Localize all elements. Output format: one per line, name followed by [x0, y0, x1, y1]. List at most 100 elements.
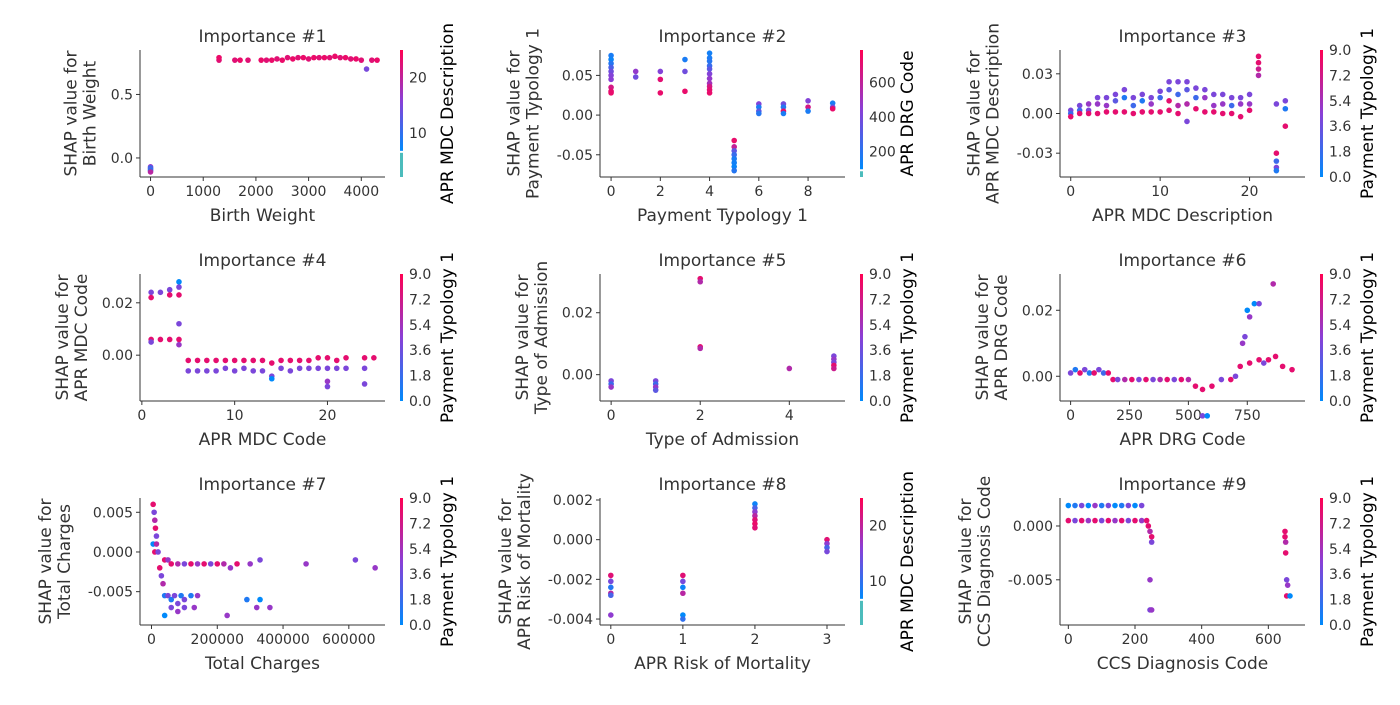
- x-tick-label: 2: [656, 184, 665, 200]
- y-tick-label: -0.03: [1017, 146, 1053, 162]
- scatter-point: [303, 561, 309, 567]
- scatter-point: [157, 336, 164, 343]
- x-tick-label: 600000: [322, 632, 375, 648]
- scatter-point: [608, 384, 614, 390]
- scatter-point: [697, 278, 704, 285]
- colorbar: [400, 498, 403, 625]
- scatter-point: [156, 565, 163, 571]
- y-tick-label: 0.000: [1013, 519, 1053, 535]
- scatter-point: [324, 378, 331, 385]
- y-axis-label-line: Type of Admission: [532, 261, 552, 415]
- scatter-point: [680, 612, 686, 618]
- scatter-point: [824, 536, 830, 543]
- scatter-points: [608, 50, 836, 174]
- scatter-point: [1121, 94, 1128, 101]
- subplot-title: Importance #6: [1119, 251, 1247, 271]
- scatter-point: [1121, 86, 1128, 93]
- colorbar-label: APR DRG Code: [898, 50, 918, 176]
- scatter-points: [1065, 502, 1293, 613]
- scatter-point: [216, 54, 222, 61]
- scatter-point: [333, 365, 340, 372]
- scatter-point: [204, 357, 210, 364]
- x-axis-label: Type of Admission: [645, 430, 799, 450]
- scatter-point: [1148, 101, 1155, 107]
- scatter-point: [1145, 523, 1152, 529]
- scatter-point: [1078, 502, 1085, 509]
- scatter-point: [247, 561, 253, 567]
- scatter-point: [657, 90, 664, 96]
- scatter-point: [1121, 376, 1128, 383]
- scatter-point: [608, 592, 614, 599]
- y-axis-label-line: SHAP value for: [505, 50, 525, 176]
- scatter-point: [1130, 94, 1137, 101]
- scatter-point: [1072, 502, 1078, 509]
- scatter-point: [1157, 88, 1163, 95]
- scatter-point: [706, 90, 713, 96]
- scatter-point: [306, 357, 312, 364]
- scatter-point: [608, 612, 614, 618]
- scatter-point: [752, 524, 758, 531]
- colorbar: [400, 50, 403, 151]
- colorbar-tick-label: 1.8: [1329, 593, 1351, 609]
- colorbar-tick-label: 9.0: [1329, 491, 1351, 507]
- scatter-point: [1078, 517, 1085, 524]
- scatter-point: [263, 57, 270, 63]
- y-tick-label: 0.000: [553, 533, 593, 549]
- y-tick-label: 0.02: [102, 296, 133, 312]
- scatter-point: [188, 592, 194, 599]
- colorbar-tick-label: 10: [869, 574, 887, 590]
- colorbar: [1320, 274, 1323, 401]
- scatter-point: [241, 365, 247, 372]
- scatter-point: [1282, 550, 1289, 556]
- scatter-point: [706, 75, 713, 82]
- y-tick-label: 0.05: [562, 68, 593, 84]
- scatter-point: [296, 357, 303, 364]
- x-tick-label: 750: [1234, 408, 1261, 424]
- scatter-point: [608, 52, 614, 59]
- scatter-point: [1193, 85, 1199, 91]
- scatter-point: [204, 368, 210, 374]
- colorbar-tick-label: 9.0: [869, 267, 891, 283]
- scatter-point: [1094, 110, 1101, 117]
- scatter-point: [259, 357, 266, 364]
- scatter-point: [1157, 94, 1163, 101]
- colorbar-tick-label: 1.8: [409, 593, 431, 609]
- scatter-point: [1272, 353, 1279, 360]
- scatter-point: [1265, 356, 1272, 363]
- scatter-point: [1175, 91, 1181, 98]
- x-tick-label: 4000: [343, 184, 379, 200]
- scatter-point: [1103, 94, 1110, 101]
- y-axis-label-line: SHAP value for: [36, 498, 56, 624]
- colorbar: [1320, 50, 1323, 177]
- x-tick-label: 0: [1066, 184, 1075, 200]
- scatter-point: [353, 56, 359, 62]
- scatter-point: [731, 167, 737, 174]
- subplot-title: Importance #1: [199, 27, 327, 47]
- scatter-points: [608, 501, 830, 622]
- x-tick-label: 4: [705, 184, 714, 200]
- scatter-point: [333, 357, 340, 364]
- x-tick-label: 200000: [191, 632, 244, 648]
- scatter-point: [829, 105, 836, 112]
- scatter-point: [148, 289, 154, 296]
- scatter-points: [147, 53, 380, 175]
- y-axis-label-line: APR MDC Description: [984, 23, 1004, 204]
- scatter-points: [1067, 281, 1295, 419]
- scatter-point: [1132, 502, 1138, 509]
- subplot-title: Importance #4: [199, 251, 327, 271]
- scatter-point: [295, 54, 301, 61]
- subplot-5: Importance #5 0 2 4 0.00 0.02 Type of Admissio…: [513, 251, 918, 450]
- subplot-title: Importance #8: [659, 475, 787, 495]
- scatter-point: [168, 596, 175, 603]
- scatter-point: [1204, 413, 1211, 419]
- scatter-point: [157, 289, 164, 296]
- scatter-point: [296, 365, 303, 372]
- scatter-point: [347, 56, 354, 62]
- subplot-2: Importance #2 0 2 4 6 8 -0.05 0.00 0.05 Payment T…: [505, 27, 919, 226]
- scatter-point: [374, 57, 380, 63]
- scatter-point: [680, 616, 686, 622]
- scatter-point: [1148, 533, 1155, 540]
- scatter-point: [1273, 158, 1280, 164]
- y-axis-label-line: Total Charges: [55, 504, 75, 620]
